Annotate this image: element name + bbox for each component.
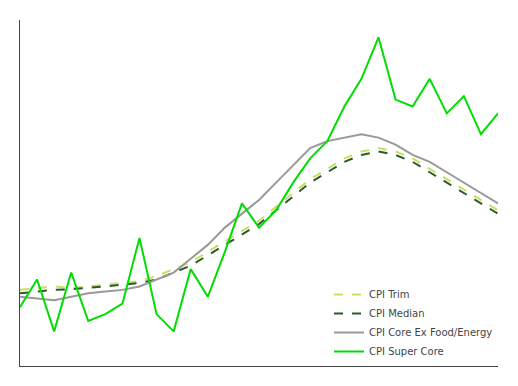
svg-text:CPI Super Core: CPI Super Core [369, 346, 444, 357]
svg-text:CPI Median: CPI Median [369, 308, 425, 319]
svg-text:CPI Trim: CPI Trim [369, 289, 409, 300]
svg-text:CPI Core Ex Food/Energy: CPI Core Ex Food/Energy [369, 327, 492, 338]
